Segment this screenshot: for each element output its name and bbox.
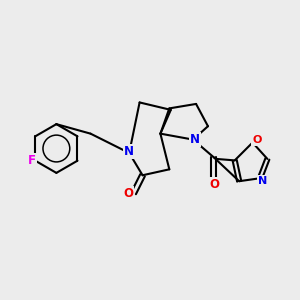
Text: O: O: [209, 178, 220, 191]
Text: N: N: [190, 133, 200, 146]
Text: N: N: [124, 145, 134, 158]
Text: O: O: [123, 187, 133, 200]
Text: N: N: [258, 176, 268, 186]
Text: O: O: [252, 135, 262, 145]
Text: F: F: [28, 154, 36, 167]
